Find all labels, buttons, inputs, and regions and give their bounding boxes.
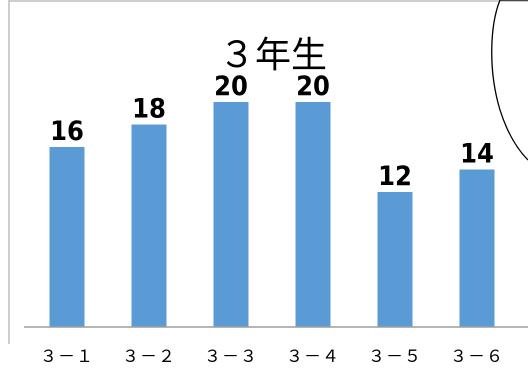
bar-1 xyxy=(49,147,85,327)
x-tick-label-5: ３－５ xyxy=(368,347,422,367)
value-label-6: 14 xyxy=(460,139,494,170)
tick-labels-group: ３－１ ３－２ ３－３ ３－４ ３－５ ３－６ xyxy=(40,347,504,367)
value-label-4: 20 xyxy=(296,71,330,102)
value-labels-group: 16 18 20 20 12 14 xyxy=(50,71,494,192)
value-label-1: 16 xyxy=(50,116,84,147)
speech-bubble-outline xyxy=(491,0,528,161)
bars-group xyxy=(49,102,495,327)
bar-6 xyxy=(459,169,495,327)
bar-4 xyxy=(295,102,331,327)
value-label-3: 20 xyxy=(214,71,248,102)
x-tick-label-2: ３－２ xyxy=(122,347,176,367)
bar-5 xyxy=(377,192,413,327)
chart-title: ３年生 xyxy=(219,35,327,76)
x-tick-label-4: ３－４ xyxy=(286,347,340,367)
bar-3 xyxy=(213,102,249,327)
x-tick-label-6: ３－６ xyxy=(450,347,504,367)
x-tick-label-1: ３－１ xyxy=(40,347,94,367)
value-label-2: 18 xyxy=(132,94,166,125)
value-label-5: 12 xyxy=(378,161,412,192)
bar-2 xyxy=(131,124,167,327)
x-tick-label-3: ３－３ xyxy=(204,347,258,367)
